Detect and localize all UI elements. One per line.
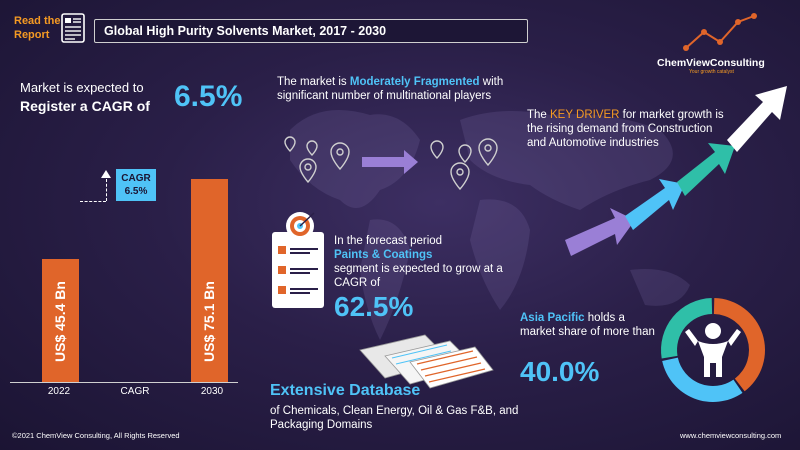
donut-segment-asia-pacific xyxy=(713,298,765,392)
asia-pacific-name: Asia Pacific xyxy=(520,312,585,324)
cagr-callout-value: 6.5% xyxy=(124,186,148,197)
forecast-text: In the forecast period Paints & Coatings… xyxy=(334,234,534,290)
market-share-donut xyxy=(661,298,765,402)
forecast-segment: Paints & Coatings xyxy=(334,249,433,261)
asia-pacific-text: Asia Pacific holds a market share of mor… xyxy=(520,312,655,338)
cagr-arrowhead xyxy=(101,170,111,178)
donut-segment-3 xyxy=(661,298,713,359)
database-sheets-icon xyxy=(359,334,494,389)
person-icon xyxy=(685,323,741,377)
website-link[interactable]: www.chemviewconsulting.com xyxy=(680,431,782,440)
read-line-2: Report xyxy=(14,29,50,41)
logo-chart-icon xyxy=(683,13,757,51)
title-box xyxy=(94,19,528,43)
donut-segments xyxy=(661,298,765,402)
bar-2022 xyxy=(42,259,79,382)
database-text: of Chemicals, Clean Energy, Oil & Gas F&… xyxy=(270,405,519,431)
x-tick-2022: 2022 xyxy=(47,386,71,397)
donut-segment-2 xyxy=(662,357,743,402)
copyright: ©2021 ChemView Consulting, All Rights Re… xyxy=(12,431,180,440)
location-pins-icon xyxy=(284,136,498,191)
logo-name[interactable]: ChemViewConsulting xyxy=(657,57,765,69)
forecast-value: 62.5% xyxy=(334,291,414,322)
cagr-text-line2: Register a CAGR of xyxy=(20,98,150,114)
key-driver-label: KEY DRIVER xyxy=(550,109,620,121)
bar-label-2030: US$ 75.1 Bn xyxy=(201,281,217,362)
growth-arrows-icon xyxy=(565,86,787,256)
bar-2030 xyxy=(191,179,228,382)
x-tick-cagr: CAGR xyxy=(120,386,150,397)
cagr-value: 6.5% xyxy=(174,80,243,113)
document-icon[interactable] xyxy=(61,13,85,43)
logo-tagline: Your growth catalyst xyxy=(689,69,734,75)
x-axis xyxy=(10,382,238,383)
cagr-text-line1: Market is expected to xyxy=(20,80,144,95)
key-driver-text: The KEY DRIVER for market growth is the … xyxy=(527,109,724,149)
page-title: Global High Purity Solvents Market, 2017… xyxy=(104,24,387,38)
cagr-callout: CAGR 6.5% xyxy=(116,169,156,201)
x-tick-2030: 2030 xyxy=(200,386,224,397)
cagr-dashed-line-vertical xyxy=(106,179,107,201)
fragmentation-text: The market is Moderately Fragmented with… xyxy=(277,76,504,102)
database-title: Extensive Database xyxy=(270,382,421,399)
target-checklist-icon xyxy=(272,212,324,308)
read-the-report-link[interactable]: Read the Report xyxy=(14,14,60,42)
cagr-dashed-line xyxy=(80,201,106,202)
world-map-background xyxy=(290,110,690,340)
read-line-1: Read the xyxy=(14,15,61,27)
cagr-callout-label: CAGR xyxy=(121,173,151,184)
fragmentation-highlight: Moderately Fragmented xyxy=(349,76,480,88)
bar-label-2022: US$ 45.4 Bn xyxy=(52,281,68,362)
asia-pacific-value: 40.0% xyxy=(520,356,600,387)
